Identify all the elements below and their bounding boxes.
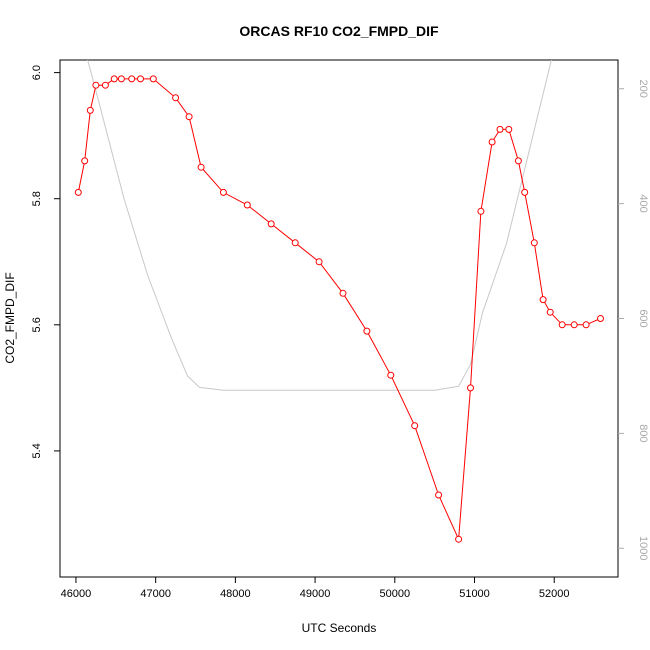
co2-point (411, 422, 419, 430)
x-tick-label: 47000 (140, 588, 171, 600)
y2-tick-label: 200 (637, 80, 649, 98)
y-tick-label: 6.0 (31, 65, 43, 80)
axes: 46000 47000 48000 49000 50000 51000 52000 5.4 5.… (31, 65, 649, 600)
y2-tick-label: 600 (637, 309, 649, 327)
co2-point (582, 321, 590, 329)
co2-point (315, 258, 323, 266)
co2-point (81, 157, 89, 165)
co2-point (128, 75, 136, 83)
co2-point (558, 321, 566, 329)
co2-point (597, 315, 604, 322)
y-tick-label: 5.6 (31, 317, 43, 332)
co2-point (539, 296, 547, 304)
co2-point (514, 157, 522, 165)
co2-point (117, 75, 125, 83)
co2-point (530, 239, 538, 247)
co2-point (387, 371, 395, 379)
co2-point (243, 201, 251, 209)
co2-point (488, 138, 496, 146)
co2-point (92, 81, 100, 89)
co2-point (363, 327, 371, 335)
co2-point (467, 384, 474, 392)
x-axis-label: UTC Seconds (302, 621, 377, 635)
co2-point (505, 125, 513, 133)
co2-point (521, 188, 529, 196)
co2-point (197, 163, 205, 171)
co2-point (477, 207, 485, 215)
co2-point (185, 113, 193, 121)
co2-point (219, 188, 227, 196)
co2-point (455, 535, 463, 543)
co2-point (74, 188, 82, 196)
co2-point (267, 220, 275, 228)
y2-tick-label: 400 (637, 194, 649, 212)
co2-series (74, 75, 604, 543)
co2-line (77, 78, 601, 540)
co2-point (339, 289, 347, 297)
chart-title: ORCAS RF10 CO2_FMPD_DIF (239, 23, 439, 39)
co2-point (110, 75, 118, 83)
plot-frame (59, 59, 619, 578)
co2-point (86, 106, 94, 114)
co2-point (172, 94, 180, 102)
co2-point (496, 125, 504, 133)
y2-tick-label: 800 (637, 424, 649, 442)
x-tick-label: 48000 (220, 588, 251, 600)
y2-tick-label: 1000 (637, 536, 649, 560)
y-tick-label: 5.8 (31, 191, 43, 206)
co2-point (101, 81, 109, 89)
co2-point (546, 308, 554, 316)
altitude-line (87, 60, 552, 391)
y-axis-label: CO2_FMPD_DIF (3, 272, 17, 363)
x-tick-label: 49000 (300, 588, 331, 600)
co2-point (570, 321, 578, 329)
co2-point (149, 75, 157, 83)
y-tick-label: 5.4 (31, 443, 43, 458)
co2-point (291, 239, 299, 247)
x-tick-label: 50000 (380, 588, 411, 600)
co2-point (137, 75, 144, 83)
x-tick-label: 52000 (539, 588, 570, 600)
x-tick-label: 51000 (459, 588, 490, 600)
co2-point (435, 491, 443, 499)
altitude-series (87, 60, 552, 391)
x-tick-label: 46000 (61, 588, 92, 600)
